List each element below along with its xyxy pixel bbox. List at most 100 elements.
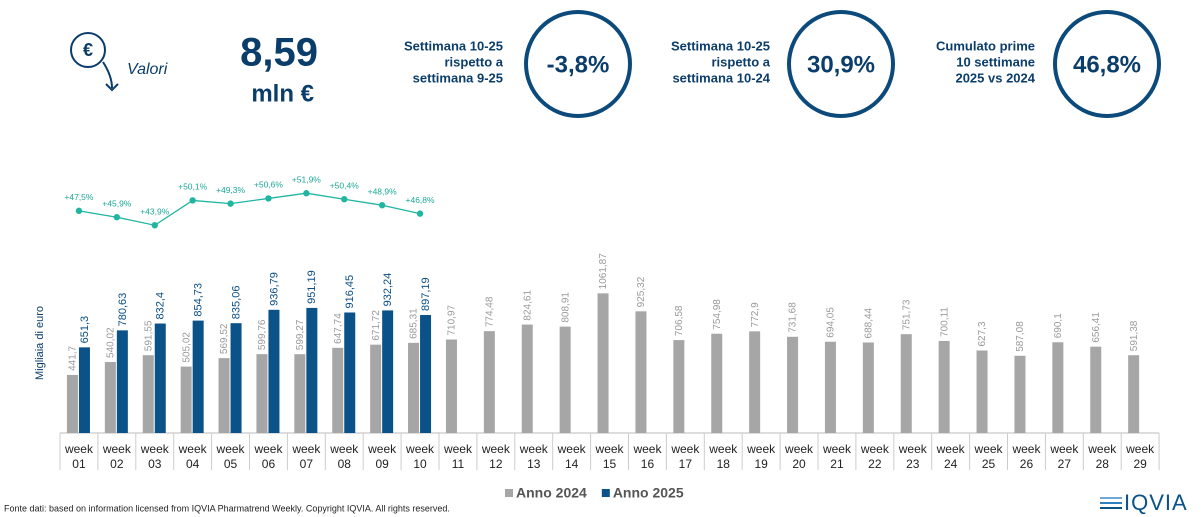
- bar: [104, 361, 116, 433]
- kpi-label: Settimana 10-25: [404, 38, 503, 53]
- x-tick-label: week 20: [784, 442, 814, 471]
- growth-line: [78, 192, 421, 226]
- legend-swatch: [505, 489, 513, 497]
- growth-point: [341, 196, 348, 203]
- growth-point: [227, 200, 234, 207]
- kpi-circle: [787, 10, 895, 118]
- data-label: 540,02: [105, 327, 116, 358]
- data-label: 854,73: [193, 283, 205, 317]
- kpi-label: Settimana 10-25: [671, 38, 770, 53]
- x-tick-label: week 25: [974, 442, 1004, 471]
- data-label: 700,11: [939, 307, 950, 337]
- icon-circle: [70, 32, 106, 68]
- data-label: 694,05: [826, 307, 837, 338]
- data-label: 587,08: [1015, 321, 1026, 352]
- bar: [787, 336, 799, 433]
- kpi-label: rispetto a: [711, 54, 770, 69]
- bar: [180, 366, 192, 433]
- logo-line: [1100, 497, 1122, 499]
- x-tick-label: week 01: [64, 442, 94, 471]
- growth-label: +48,9%: [368, 186, 398, 196]
- bar: [483, 331, 495, 433]
- x-tick-label: week 07: [291, 442, 321, 471]
- x-tick-label: week 11: [443, 442, 473, 471]
- logo: IQVIA: [1100, 490, 1187, 515]
- bar: [445, 339, 457, 433]
- bar: [521, 324, 533, 433]
- bar: [635, 311, 647, 433]
- data-label: 706,58: [674, 305, 685, 336]
- data-label: 731,68: [788, 302, 799, 333]
- growth-point: [113, 214, 121, 221]
- kpi-label: 10 settimane: [956, 54, 1035, 69]
- bar: [900, 334, 912, 433]
- data-label: 824,61: [522, 290, 533, 321]
- growth-label: +49,3%: [216, 185, 246, 195]
- x-tick-label: week 28: [1087, 442, 1117, 471]
- growth-point: [189, 197, 196, 204]
- kpi-label: Cumulato prime: [936, 38, 1035, 53]
- data-label: 690,1: [1053, 313, 1064, 338]
- growth-label: +50,1%: [178, 182, 208, 192]
- data-label: 951,19: [306, 270, 318, 304]
- kpi-label: rispetto a: [444, 54, 503, 69]
- bar: [256, 354, 268, 433]
- bar: [154, 323, 166, 433]
- icon-arrow: [102, 61, 119, 92]
- euro-icon: €: [70, 32, 119, 92]
- bar: [938, 340, 950, 433]
- bar: [420, 315, 432, 433]
- x-tick-label: week 14: [557, 442, 587, 471]
- kpi-label: 2025 vs 2024: [955, 70, 1035, 85]
- bar: [1014, 355, 1026, 433]
- data-label: 832,4: [155, 292, 167, 320]
- data-label: 599,27: [295, 319, 306, 350]
- bar: [1090, 346, 1102, 433]
- data-label: 780,63: [117, 293, 129, 327]
- growth-point: [303, 190, 310, 197]
- bar: [116, 330, 128, 433]
- data-label: 1061,87: [598, 253, 609, 290]
- bar: [268, 309, 280, 433]
- bar: [673, 340, 685, 433]
- bar: [1052, 342, 1064, 433]
- x-tick-label: week 12: [481, 442, 511, 471]
- bar: [824, 341, 836, 433]
- bar: [230, 323, 242, 433]
- x-tick-label: week 15: [595, 442, 625, 471]
- logo-line: [1100, 502, 1122, 504]
- bar: [294, 354, 306, 433]
- data-label: 671,72: [371, 310, 382, 341]
- source-note: Fonte dati: based on information license…: [4, 503, 450, 513]
- x-tick-label: week 17: [670, 442, 700, 471]
- x-tick-label: week 18: [708, 442, 738, 471]
- kpi-value: 30,9%: [807, 51, 875, 78]
- x-tick-label: week 22: [860, 442, 890, 471]
- kpi-value: -3,8%: [547, 51, 610, 78]
- logo-line: [1100, 507, 1122, 509]
- growth-label: +46,8%: [406, 195, 436, 205]
- data-label: 651,3: [79, 316, 91, 344]
- data-label: 936,79: [268, 272, 280, 306]
- x-tick-label: week 23: [898, 442, 928, 471]
- data-label: 591,55: [143, 320, 154, 351]
- x-tick-label: week 05: [216, 442, 246, 471]
- data-label: 599,76: [257, 319, 268, 350]
- x-tick-label: week 13: [519, 442, 549, 471]
- bar: [344, 312, 356, 433]
- growth-label: +50,6%: [254, 180, 284, 190]
- growth-point: [416, 210, 424, 217]
- x-tick-label: week 29: [1125, 442, 1155, 471]
- x-tick-label: week 19: [746, 442, 776, 471]
- data-label: 505,02: [181, 332, 192, 363]
- bar: [142, 355, 154, 433]
- data-label: 591,38: [1129, 320, 1140, 351]
- x-tick-label: week 08: [329, 442, 359, 471]
- total-value: 8,59: [240, 31, 318, 75]
- total-unit: mln €: [251, 80, 314, 107]
- x-tick-label: week 27: [1049, 442, 1079, 471]
- bar: [218, 358, 230, 433]
- values-label: Valori: [127, 61, 168, 78]
